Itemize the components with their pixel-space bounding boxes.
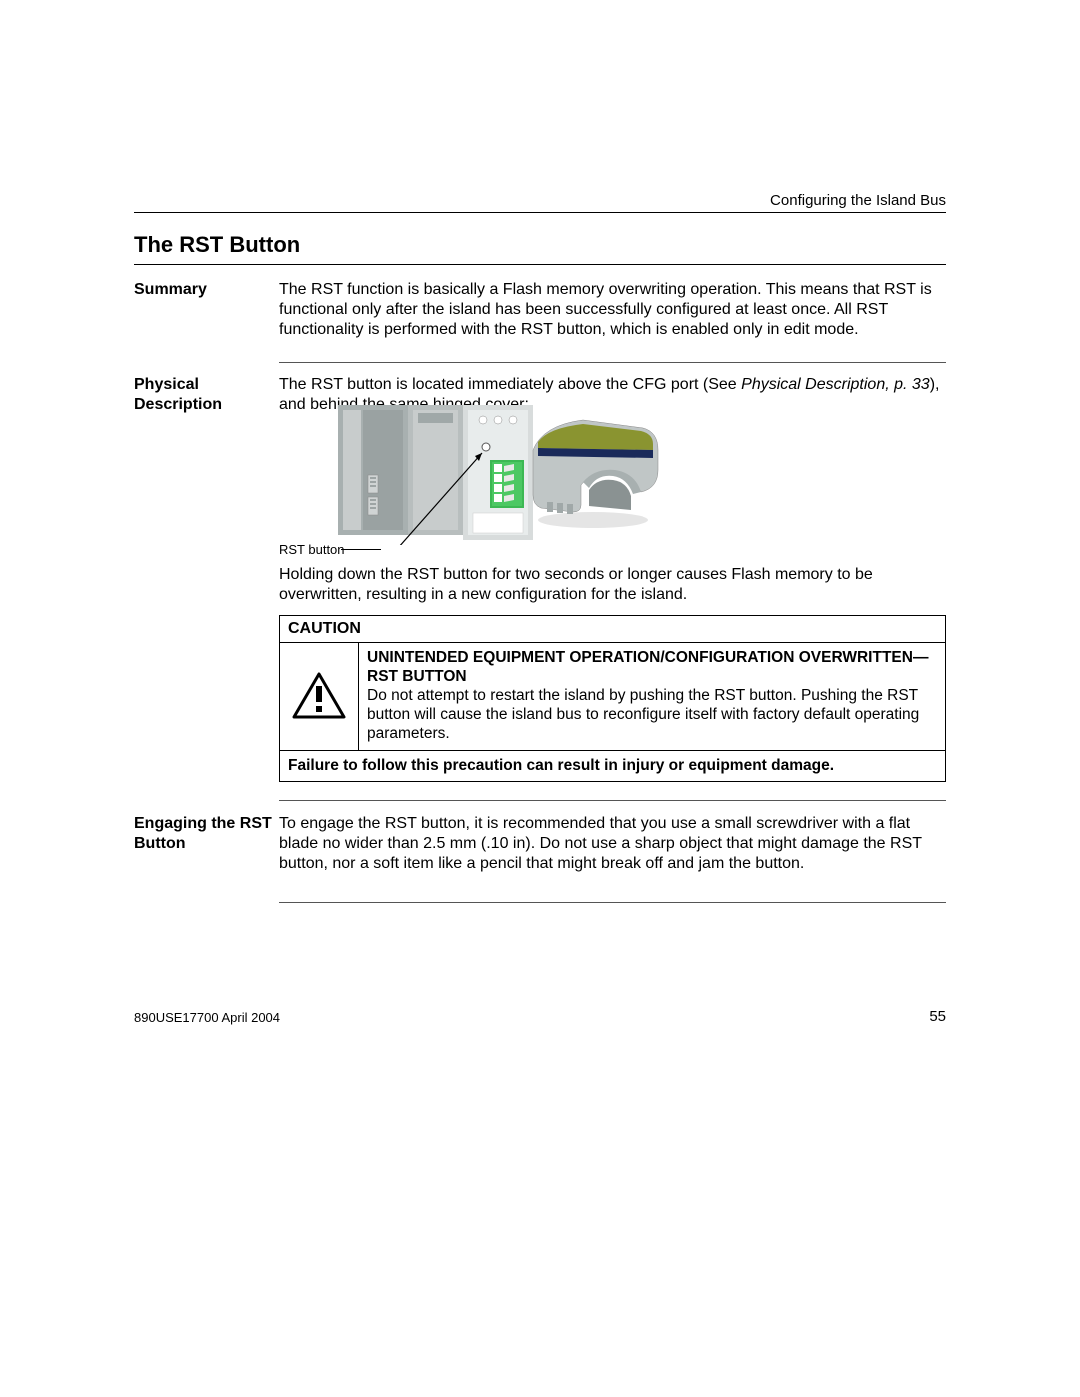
physical-label: Physical Description [134, 375, 274, 415]
section-rule [279, 902, 946, 903]
footer-page-number: 55 [929, 1008, 946, 1025]
caution-footer: Failure to follow this precaution can re… [280, 750, 945, 782]
caution-box: CAUTION UNINTENDED EQUIPMENT OPERATION/C… [279, 615, 946, 782]
caution-body: Do not attempt to restart the island by … [367, 687, 937, 744]
section-rule [279, 362, 946, 363]
document-page: Configuring the Island Bus The RST Butto… [0, 0, 1080, 1397]
figure-caption-line [341, 549, 381, 550]
summary-text: The RST function is basically a Flash me… [279, 280, 946, 340]
engaging-text: To engage the RST button, it is recommen… [279, 814, 946, 874]
section-summary: Summary The RST function is basically a … [134, 280, 946, 370]
page-title: The RST Button [134, 232, 300, 258]
physical-ref: Physical Description, p. 33 [741, 376, 930, 393]
physical-text-before: The RST button is located immediately ab… [279, 376, 741, 393]
summary-label: Summary [134, 280, 274, 300]
caution-icon-cell [280, 643, 359, 750]
section-rule [279, 800, 946, 801]
rst-button-illustration [338, 405, 668, 545]
caution-header: CAUTION [280, 616, 945, 643]
chapter-header: Configuring the Island Bus [770, 192, 946, 209]
caution-title: UNINTENDED EQUIPMENT OPERATION/CONFIGURA… [367, 649, 937, 687]
caution-row: UNINTENDED EQUIPMENT OPERATION/CONFIGURA… [280, 643, 945, 750]
section-physical: Physical Description The RST button is l… [134, 375, 946, 795]
warning-triangle-icon [292, 672, 346, 720]
section-engaging: Engaging the RST Button To engage the RS… [134, 814, 946, 904]
caution-body-cell: UNINTENDED EQUIPMENT OPERATION/CONFIGURA… [359, 643, 945, 750]
title-rule [134, 264, 946, 265]
engaging-label: Engaging the RST Button [134, 814, 274, 854]
figure-caption: RST button [279, 542, 345, 557]
footer-docid: 890USE17700 April 2004 [134, 1010, 280, 1025]
physical-text2: Holding down the RST button for two seco… [279, 565, 946, 605]
header-rule [134, 212, 946, 213]
